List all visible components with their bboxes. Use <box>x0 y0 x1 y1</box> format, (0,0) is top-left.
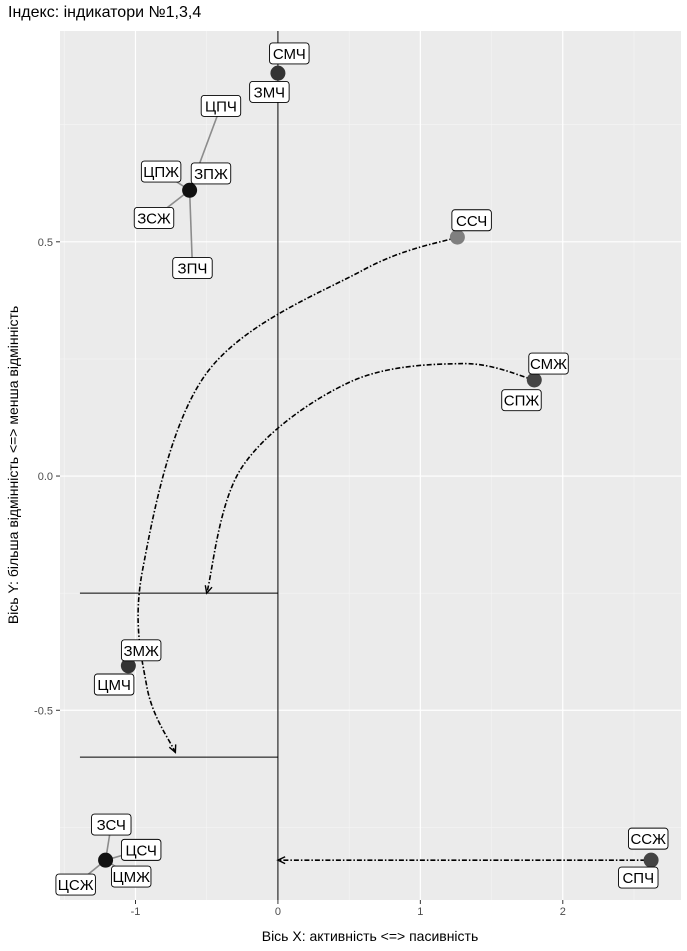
point-label: СПЧ <box>618 866 659 889</box>
point-label-text: ЦСЖ <box>58 877 94 894</box>
point-label: ССЖ <box>628 827 669 850</box>
arrow-head <box>168 744 177 754</box>
x-tick-label: 0 <box>275 906 281 918</box>
data-point <box>270 65 286 81</box>
point-label-box <box>628 827 669 850</box>
point-label-box <box>172 257 213 279</box>
point-label-text: СПЧ <box>622 870 654 887</box>
point-label-text: ССЧ <box>456 213 487 230</box>
point-label: ЦСЧ <box>120 838 162 861</box>
data-point <box>120 658 136 674</box>
point-label-text: ЦСЧ <box>125 842 156 859</box>
point-label-box <box>501 389 542 412</box>
arrow-head <box>204 585 213 595</box>
arrows <box>137 236 646 865</box>
point-label-box <box>55 873 96 896</box>
label-connector <box>188 190 194 269</box>
point-label: СМЖ <box>528 352 569 375</box>
point-label-text: ЦМЖ <box>112 869 150 886</box>
point-label-text: ЗПЖ <box>194 166 228 183</box>
trajectory-arrow <box>205 362 535 594</box>
point-label-box <box>133 206 175 229</box>
data-point <box>643 852 659 868</box>
point-label-text: ЦПЧ <box>205 98 237 115</box>
point-label-box <box>140 160 182 183</box>
point-label-box <box>91 813 132 836</box>
point-label: ЗМЖ <box>120 639 162 662</box>
point-label-text: ЦМЧ <box>97 677 130 694</box>
y-axis-ticks: -0.5 0.0 0.5 <box>34 237 60 717</box>
point-label: ЗПЧ <box>172 257 213 279</box>
point-label: ЗМЧ <box>249 80 290 103</box>
point-label: ЗСЖ <box>133 206 175 229</box>
point-labels: СМЧ ЗМЧ ЦПЧ ЦПЖ ЗПЖ ЗСЖ ЗПЧ ССЧ СМЖ СПЖ ЗМЖ ЦМЧ ЗСЧ Ц… <box>55 42 669 896</box>
point-label-box <box>93 673 135 696</box>
point-label-box <box>249 80 290 103</box>
data-point <box>182 182 198 198</box>
point-label-text: ЗСЖ <box>137 210 171 227</box>
points <box>98 65 659 868</box>
chart-title: Індекс: індикатори №1,3,4 <box>8 4 202 21</box>
point-label-box <box>120 639 162 662</box>
arrow-head <box>276 856 286 865</box>
point-label: ЦМЧ <box>93 673 135 696</box>
point-label-text: СМЖ <box>530 356 567 373</box>
point-label-text: ЦПЖ <box>143 164 179 181</box>
point-label-text: ЗПЧ <box>178 261 208 278</box>
point-label-text: ЗМЧ <box>254 84 285 101</box>
point-label-box <box>200 95 242 117</box>
point-label-box <box>269 42 310 65</box>
point-label: ЦМЖ <box>111 865 152 888</box>
data-point <box>449 229 465 245</box>
point-label-box <box>111 865 152 888</box>
point-label-box <box>528 352 569 375</box>
point-label-box <box>618 866 659 889</box>
y-tick-label: 0.0 <box>38 471 53 483</box>
x-tick-label: 2 <box>560 906 566 918</box>
y-axis-label: Вісь Y: більша відмінність <=> менша від… <box>5 306 21 624</box>
point-label: ЦСЖ <box>55 873 96 896</box>
point-label: ЗСЧ <box>91 813 132 836</box>
data-point <box>526 372 542 388</box>
x-axis-label: Вісь X: активність <=> пасивність <box>262 928 479 944</box>
point-label-text: СМЧ <box>273 46 306 63</box>
point-label: СМЧ <box>269 42 310 65</box>
point-label-text: ЗСЧ <box>97 817 126 834</box>
point-label: ЗПЖ <box>190 162 232 185</box>
x-tick-label: 1 <box>417 906 423 918</box>
point-label-box <box>451 209 492 232</box>
grid-minor <box>60 31 681 900</box>
point-label: ЦПЧ <box>200 95 242 117</box>
point-label-text: ЗМЖ <box>123 643 159 660</box>
point-label-box <box>120 838 162 861</box>
y-tick-label: -0.5 <box>34 705 53 717</box>
point-label-box <box>190 162 232 185</box>
x-axis-ticks: -1 0 1 2 <box>131 900 566 918</box>
data-point <box>98 852 114 868</box>
point-label-text: СПЖ <box>504 393 540 410</box>
point-label: ЦПЖ <box>140 160 182 183</box>
point-label: ССЧ <box>451 209 492 232</box>
trajectory-arrow <box>137 236 458 753</box>
y-tick-label: 0.5 <box>38 237 53 249</box>
x-tick-label: -1 <box>131 906 141 918</box>
reference-lines <box>79 31 279 900</box>
point-label: СПЖ <box>501 389 542 412</box>
point-label-text: ССЖ <box>630 831 666 848</box>
